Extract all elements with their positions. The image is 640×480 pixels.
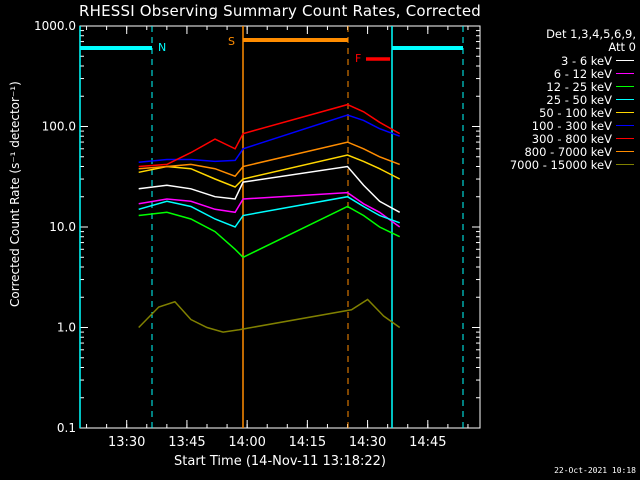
legend-swatch <box>616 86 634 87</box>
timestamp: 22-Oct-2021 10:18 <box>554 466 636 475</box>
legend-header-line-1: Det 1,3,4,5,6,9, <box>546 27 636 41</box>
legend-swatch <box>616 138 634 139</box>
x-tick-label: 13:30 <box>108 435 145 450</box>
legend-swatch <box>616 73 634 74</box>
annotation-label: N <box>158 41 166 54</box>
legend-entry: 300 - 800 keV <box>484 131 636 146</box>
series-line-2 <box>138 191 401 228</box>
legend-entry: 800 - 7000 keV <box>484 144 636 159</box>
series-line-6 <box>138 114 400 164</box>
series-line-9 <box>138 298 401 333</box>
legend-entry: 3 - 6 keV <box>484 53 636 68</box>
legend-entry-label: 50 - 100 keV <box>539 105 612 120</box>
chart-title: RHESSI Observing Summary Count Rates, Co… <box>78 2 481 20</box>
legend-swatch <box>616 60 634 61</box>
legend-entry: 25 - 50 keV <box>484 92 636 107</box>
series-line-7 <box>138 103 401 168</box>
x-tick-label: 14:00 <box>228 435 265 450</box>
legend-entry: 50 - 100 keV <box>484 105 636 120</box>
series-line-3 <box>138 205 401 259</box>
x-tick-label: 14:45 <box>409 435 446 450</box>
plot-frame <box>79 25 481 429</box>
series-line-8 <box>138 141 400 178</box>
x-tick-label: 14:15 <box>289 435 326 450</box>
legend-entry: 7000 - 15000 keV <box>484 157 636 172</box>
x-axis-label: Start Time (14-Nov-11 13:18:22) <box>174 454 386 469</box>
y-tick-label: 10.0 <box>49 220 76 234</box>
legend-swatch <box>616 151 634 152</box>
series-line-4 <box>138 195 400 228</box>
y-tick-label: 1.0 <box>57 321 76 335</box>
legend-entry: 12 - 25 keV <box>484 79 636 94</box>
series-line-1 <box>138 165 401 213</box>
legend-entry-label: 25 - 50 keV <box>546 92 612 107</box>
legend-entry-label: 6 - 12 keV <box>553 66 612 81</box>
y-tick-label: 1000.0 <box>34 19 76 33</box>
annotation-label: S <box>228 35 235 48</box>
legend-swatch <box>616 99 634 100</box>
legend-swatch <box>616 164 634 165</box>
annotation-label: F <box>355 52 361 65</box>
legend-header-line-2: Att 0 <box>608 40 636 54</box>
y-tick-label: 100.0 <box>42 120 76 134</box>
y-axis-label: Corrected Count Rate (s⁻¹ detector⁻¹) <box>8 81 22 307</box>
x-tick-label: 14:30 <box>349 435 386 450</box>
legend-swatch <box>616 112 634 113</box>
legend-entry-label: 300 - 800 keV <box>531 131 612 146</box>
legend-entry-label: 800 - 7000 keV <box>524 144 612 159</box>
legend-entry: 100 - 300 keV <box>484 118 636 133</box>
legend: Det 1,3,4,5,6,9, Att 0 3 - 6 keV 6 - 12 k… <box>484 27 636 172</box>
legend-entry-label: 7000 - 15000 keV <box>509 157 612 172</box>
legend-entry: 6 - 12 keV <box>484 66 636 81</box>
legend-entry-label: 3 - 6 keV <box>561 53 612 68</box>
legend-entry-label: 12 - 25 keV <box>546 79 612 94</box>
y-tick-label: 0.1 <box>57 421 76 435</box>
series-line-5 <box>138 154 401 188</box>
legend-entry-label: 100 - 300 keV <box>531 118 612 133</box>
x-tick-label: 13:45 <box>168 435 205 450</box>
legend-swatch <box>616 125 634 126</box>
